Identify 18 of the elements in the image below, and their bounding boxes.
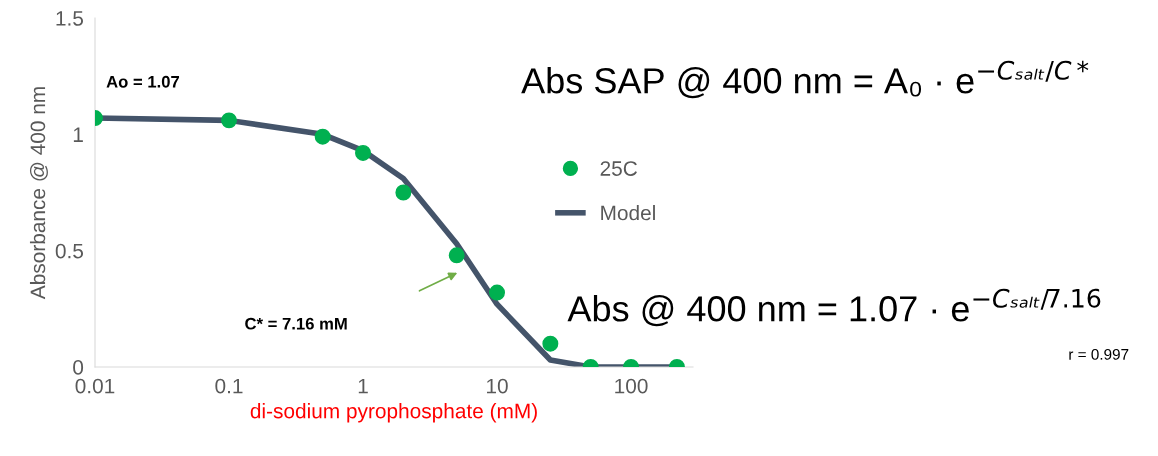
y-tick-label: 1 [73, 127, 83, 142]
y-tick-label: 0.5 [55, 243, 84, 259]
x-tick-label: 0.01 [75, 378, 115, 394]
annotation: Abs @ 400 nm = 1.07 · e$^{−Cₛₐₗₜ/7.16}$ [567, 288, 1101, 327]
x-tick-label: 1 [358, 378, 368, 394]
legend-label: 25C [600, 161, 637, 176]
text: r = 0.997 [1069, 348, 1129, 360]
annotation: Abs SAP @ 400 nm = A₀ · e$^{−Cₛₐₗₜ/C*}$ [521, 60, 1089, 99]
x-tick-label: 10 [487, 378, 508, 394]
legend-label: Model [601, 205, 655, 221]
x-tick-label: 0.1 [215, 378, 243, 394]
y-tick-label: 0 [73, 360, 84, 375]
annotation: Ao = 1.07 [106, 75, 180, 88]
y-axis-title: Absorbance @ 400 nm [29, 87, 48, 300]
x-tick-label: 100 [615, 378, 648, 394]
x-axis-title: di-sodium pyrophosphate (mM) [250, 403, 537, 423]
annotation: C* = 7.16 mM [245, 317, 347, 330]
y-tick-label: 1.5 [56, 11, 84, 26]
